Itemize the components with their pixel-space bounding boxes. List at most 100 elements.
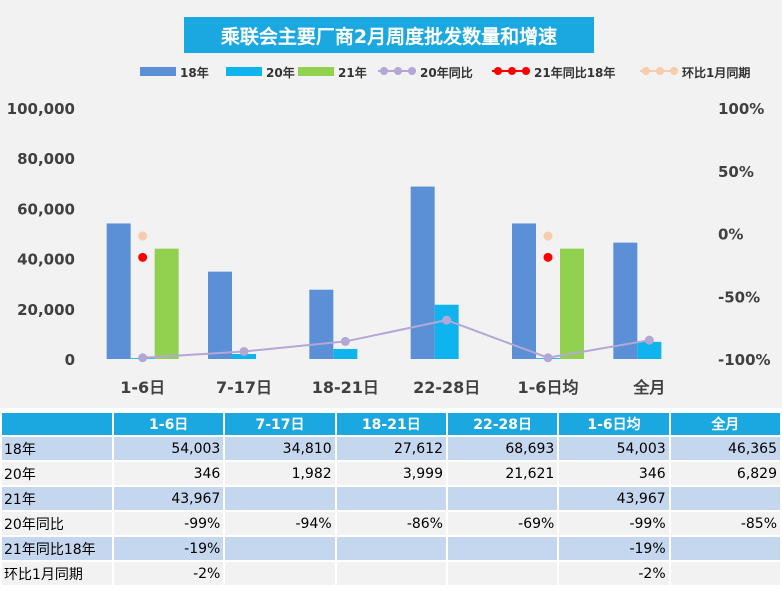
table-cell: -2% xyxy=(114,562,224,585)
legend-marker-21vs18 xyxy=(522,67,530,75)
table-header: 全月 xyxy=(670,413,780,435)
bar-20 xyxy=(333,348,358,359)
y-tick-label: 100,000 xyxy=(7,100,75,118)
table-cell: -19% xyxy=(114,537,224,560)
legend-marker-mom xyxy=(656,67,664,75)
y2-tick-label: 0% xyxy=(718,226,743,244)
y-tick-label: 60,000 xyxy=(17,200,75,218)
row-label: 环比1月同期 xyxy=(2,562,112,585)
plot-area: 0 20,000 40,000 60,000 80,000 100,000 -100% -50… xyxy=(7,100,771,397)
legend-swatch-18 xyxy=(140,67,176,76)
table-cell: 34,810 xyxy=(225,437,335,460)
table-cell: -86% xyxy=(336,512,446,535)
row-label: 20年同比 xyxy=(2,512,112,535)
row-label: 18年 xyxy=(2,437,112,460)
bar-18 xyxy=(208,271,232,359)
row-label: 21年 xyxy=(2,487,112,510)
y2-tick-label: 100% xyxy=(718,100,764,118)
table-cell xyxy=(225,537,335,560)
legend-marker-20yoy xyxy=(380,67,388,75)
bar-18 xyxy=(613,242,638,359)
table-cell: 1,982 xyxy=(225,462,335,485)
table-row: 环比1月同期 -2% -2% xyxy=(2,562,780,585)
table-cell: 21,621 xyxy=(447,462,558,485)
y-tick-label: 0 xyxy=(65,351,75,369)
table-header: 18-21日 xyxy=(336,413,446,435)
chart-title: 乘联会主要厂商2月周度批发数量和增速 xyxy=(184,17,594,53)
table-cell: 43,967 xyxy=(114,487,224,510)
table-cell: 6,829 xyxy=(670,462,780,485)
table-cell xyxy=(447,487,558,510)
legend-label-21: 21年 xyxy=(338,66,367,80)
legend-marker-mom xyxy=(670,67,678,75)
row-label: 21年同比18年 xyxy=(2,537,112,560)
line-21vs18-point xyxy=(543,252,553,262)
legend-label-mom: 环比1月同期 xyxy=(682,66,751,80)
bar-18 xyxy=(410,186,435,359)
table-row: 18年 54,003 34,810 27,612 68,693 54,003 4… xyxy=(2,437,780,460)
bar-20 xyxy=(232,354,256,359)
line-mom-point xyxy=(138,231,148,241)
data-table: 1-6日 7-17日 18-21日 22-28日 1-6日均 全月 18年 54… xyxy=(0,411,782,587)
table-header: 1-6日 xyxy=(114,413,224,435)
table-row: 21年同比18年 -19% -19% xyxy=(2,537,780,560)
table-header: 1-6日均 xyxy=(559,413,669,435)
table-cell: -85% xyxy=(670,512,780,535)
table-row: 21年 43,967 43,967 xyxy=(2,487,780,510)
legend-marker-21vs18 xyxy=(494,67,502,75)
table-cell xyxy=(447,537,558,560)
table-cell: 346 xyxy=(559,462,669,485)
line-20yoy-point xyxy=(644,335,654,345)
line-20yoy-point xyxy=(340,336,350,346)
line-20yoy-point xyxy=(442,315,452,325)
line-20yoy-point xyxy=(138,353,148,363)
line-20yoy xyxy=(142,319,650,359)
line-21vs18-point xyxy=(138,252,148,262)
legend-marker-21vs18 xyxy=(508,67,516,75)
table-row: 20年同比 -99% -94% -86% -69% -99% -85% xyxy=(2,512,780,535)
x-tick-label: 全月 xyxy=(632,378,665,397)
y2-tick-label: 50% xyxy=(718,163,754,181)
table-cell: -19% xyxy=(559,537,669,560)
y-tick-label: 80,000 xyxy=(17,150,75,168)
x-tick-label: 18-21日 xyxy=(312,378,379,397)
table-cell: 43,967 xyxy=(559,487,669,510)
table-cell xyxy=(336,487,446,510)
table-header-row: 1-6日 7-17日 18-21日 22-28日 1-6日均 全月 xyxy=(2,413,780,435)
table-cell: -99% xyxy=(559,512,669,535)
chart-legend: 18年 20年 21年 20年同比 21年同比18年 环比1月同期 xyxy=(0,62,782,84)
table-cell: 68,693 xyxy=(447,437,558,460)
table-header: 22-28日 xyxy=(447,413,558,435)
table-header: 7-17日 xyxy=(225,413,335,435)
table-cell xyxy=(336,537,446,560)
table-cell: 3,999 xyxy=(336,462,446,485)
x-tick-label: 1-6日 xyxy=(120,378,165,397)
y-tick-label: 20,000 xyxy=(17,301,75,319)
x-tick-label: 22-28日 xyxy=(413,378,480,397)
line-20yoy-point xyxy=(543,353,553,363)
table-corner xyxy=(2,413,112,435)
table-cell xyxy=(225,562,335,585)
table-cell: 54,003 xyxy=(559,437,669,460)
y2-tick-label: -50% xyxy=(718,288,760,306)
table-cell: 46,365 xyxy=(670,437,780,460)
legend-label-20: 20年 xyxy=(266,66,295,80)
table-cell xyxy=(670,562,780,585)
table-cell: -99% xyxy=(114,512,224,535)
table-cell: 54,003 xyxy=(114,437,224,460)
x-tick-label: 7-17日 xyxy=(216,378,272,397)
legend-marker-20yoy xyxy=(408,67,416,75)
bar-18 xyxy=(512,223,536,359)
y-tick-label: 40,000 xyxy=(17,251,75,269)
line-mom-point xyxy=(543,231,553,241)
table-cell: -2% xyxy=(559,562,669,585)
table-cell: 346 xyxy=(114,462,224,485)
table-cell xyxy=(225,487,335,510)
legend-swatch-21 xyxy=(298,67,334,76)
y2-tick-label: -100% xyxy=(718,351,771,369)
table-cell: 27,612 xyxy=(336,437,446,460)
bar-20 xyxy=(434,304,459,359)
bar-20 xyxy=(637,341,662,359)
table-cell xyxy=(670,487,780,510)
legend-label-20yoy: 20年同比 xyxy=(420,66,473,80)
